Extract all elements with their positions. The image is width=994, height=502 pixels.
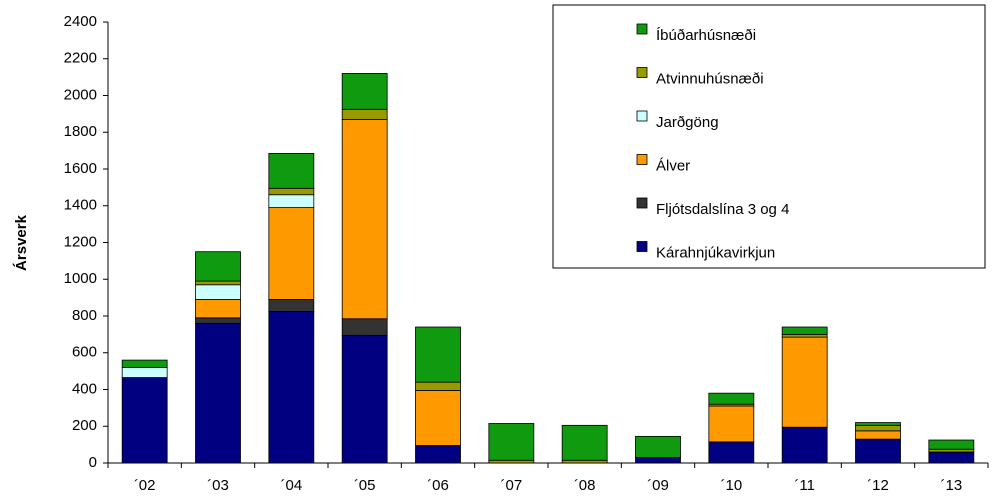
bar-segment — [268, 299, 315, 312]
bar-segment — [195, 251, 241, 282]
legend-box — [552, 4, 986, 269]
y-tick-label: 0 — [89, 454, 97, 471]
x-tick-label: ´13 — [940, 477, 962, 494]
bar-segment — [855, 430, 901, 440]
bar-segment — [781, 426, 828, 464]
x-tick-label: ´08 — [574, 477, 596, 494]
y-tick-label: 1000 — [64, 270, 97, 287]
bar-segment — [415, 445, 461, 464]
bar-segment — [195, 299, 241, 319]
bar-segment — [121, 377, 168, 464]
bar-segment — [855, 438, 901, 464]
y-axis-label: Ársverk — [13, 214, 30, 271]
bar-segment — [928, 439, 975, 450]
bar-segment — [195, 280, 241, 286]
legend-marker — [636, 110, 648, 122]
bar-segment — [708, 405, 755, 443]
x-tick-label: ´11 — [794, 477, 815, 494]
bar-segment — [415, 381, 461, 391]
x-tick-label: ´09 — [647, 477, 669, 494]
y-tick-label: 1600 — [64, 160, 97, 177]
bar-segment — [415, 326, 461, 383]
bar-segment — [121, 367, 168, 378]
bar-segment — [341, 73, 388, 110]
x-tick-label: ´06 — [427, 477, 449, 494]
bar-segment — [855, 424, 901, 432]
legend-marker — [636, 241, 648, 252]
bar-segment — [561, 424, 608, 461]
y-tick-label: 1200 — [64, 233, 97, 250]
bar-segment — [195, 284, 241, 300]
legend-marker — [636, 197, 648, 209]
bar-segment — [341, 318, 388, 336]
y-tick-label: 2400 — [64, 13, 97, 30]
legend-marker — [636, 67, 648, 78]
bar-segment — [781, 326, 828, 335]
legend-marker — [636, 23, 648, 35]
x-tick-label: ´12 — [867, 477, 889, 494]
bar-segment — [855, 422, 901, 426]
legend-label: Atvinnuhúsnæði — [656, 70, 764, 87]
bar-segment — [268, 311, 315, 464]
y-tick-label: 400 — [72, 380, 97, 397]
bar-segment — [781, 336, 828, 428]
legend-label: Jarðgöng — [656, 114, 719, 131]
x-tick-label: ´02 — [134, 477, 156, 494]
bar-segment — [195, 317, 241, 324]
x-tick-label: ´10 — [720, 477, 742, 494]
y-tick-label: 2000 — [64, 86, 97, 103]
legend-label: Íbúðarhúsnæði — [656, 27, 756, 44]
y-tick-label: 800 — [72, 307, 97, 324]
bar-segment — [341, 334, 388, 464]
y-tick-label: 1400 — [64, 197, 97, 214]
bar-segment — [928, 448, 975, 453]
legend-label: Kárahnjúkavirkjun — [656, 244, 775, 261]
bar-segment — [121, 359, 168, 368]
y-tick-label: 1800 — [64, 123, 97, 140]
bar-segment — [708, 441, 755, 464]
bar-segment — [341, 118, 388, 320]
legend-label: Álver — [656, 157, 690, 174]
bar-segment — [561, 459, 608, 464]
x-tick-label: ´04 — [280, 477, 302, 494]
bar-segment — [488, 423, 535, 461]
y-tick-label: 2200 — [64, 50, 97, 67]
legend-marker — [636, 154, 648, 165]
y-tick-label: 200 — [72, 417, 97, 434]
bar-segment — [781, 333, 828, 338]
bar-segment — [195, 322, 241, 464]
x-tick-label: ´07 — [500, 477, 522, 494]
legend-label: Fljótsdalslína 3 og 4 — [656, 201, 789, 218]
bar-segment — [708, 392, 755, 405]
bar-segment — [415, 390, 461, 446]
bar-segment — [268, 207, 315, 300]
bar-segment — [268, 152, 315, 189]
bar-segment — [928, 451, 975, 464]
bar-segment — [341, 108, 388, 120]
bar-segment — [268, 194, 315, 208]
bar-segment — [268, 187, 315, 196]
bar-segment — [488, 459, 535, 464]
x-tick-label: ´05 — [354, 477, 376, 494]
x-tick-label: ´03 — [207, 477, 229, 494]
bar-segment — [635, 435, 681, 458]
bar-segment — [635, 457, 681, 464]
y-tick-label: 600 — [72, 344, 97, 361]
